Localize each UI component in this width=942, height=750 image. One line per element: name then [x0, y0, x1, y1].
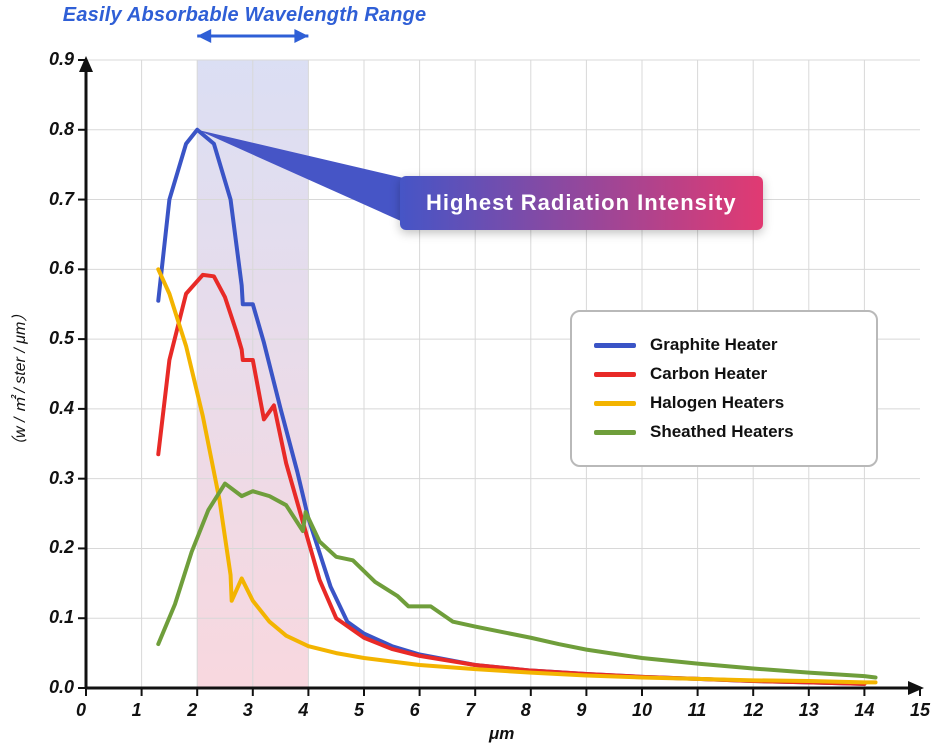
legend-item: Halogen Heaters: [594, 393, 854, 413]
y-axis-label: （w / ㎡ / ster / μm）: [6, 306, 30, 454]
x-tick: 7: [465, 700, 475, 721]
y-tick: 0.9: [49, 49, 74, 70]
callout-highest-radiation: Highest Radiation Intensity: [400, 176, 763, 230]
x-tick: 9: [576, 700, 586, 721]
legend-label: Sheathed Heaters: [650, 422, 794, 442]
y-tick: 0.7: [49, 189, 74, 210]
x-tick: 5: [354, 700, 364, 721]
callout-text: Highest Radiation Intensity: [426, 190, 737, 215]
x-tick: 11: [688, 700, 707, 721]
y-tick: 0.0: [49, 677, 74, 698]
x-tick: 6: [410, 700, 420, 721]
x-axis-label: μm: [489, 724, 514, 744]
legend-swatch: [594, 372, 636, 377]
x-tick: 0: [76, 700, 86, 721]
x-tick: 14: [854, 700, 874, 721]
y-tick: 0.5: [49, 328, 74, 349]
legend-label: Graphite Heater: [650, 335, 778, 355]
y-tick: 0.6: [49, 258, 74, 279]
legend-label: Carbon Heater: [650, 364, 767, 384]
legend-item: Graphite Heater: [594, 335, 854, 355]
legend-item: Sheathed Heaters: [594, 422, 854, 442]
x-tick: 15: [910, 700, 930, 721]
x-tick: 13: [799, 700, 819, 721]
legend-swatch: [594, 430, 636, 435]
legend-swatch: [594, 401, 636, 406]
legend-label: Halogen Heaters: [650, 393, 784, 413]
y-tick: 0.1: [49, 607, 74, 628]
band-title: Easily Absorbable Wavelength Range: [63, 4, 427, 27]
x-tick: 8: [521, 700, 531, 721]
legend-swatch: [594, 343, 636, 348]
y-tick: 0.4: [49, 398, 74, 419]
x-tick: 10: [632, 700, 652, 721]
x-tick: 1: [132, 700, 142, 721]
x-tick: 3: [243, 700, 253, 721]
legend: Graphite Heater Carbon Heater Halogen Heat…: [570, 310, 878, 467]
x-tick: 4: [298, 700, 308, 721]
legend-item: Carbon Heater: [594, 364, 854, 384]
y-tick: 0.2: [49, 537, 74, 558]
y-tick: 0.3: [49, 468, 74, 489]
y-tick: 0.8: [49, 119, 74, 140]
x-tick: 2: [187, 700, 197, 721]
x-tick: 12: [743, 700, 763, 721]
